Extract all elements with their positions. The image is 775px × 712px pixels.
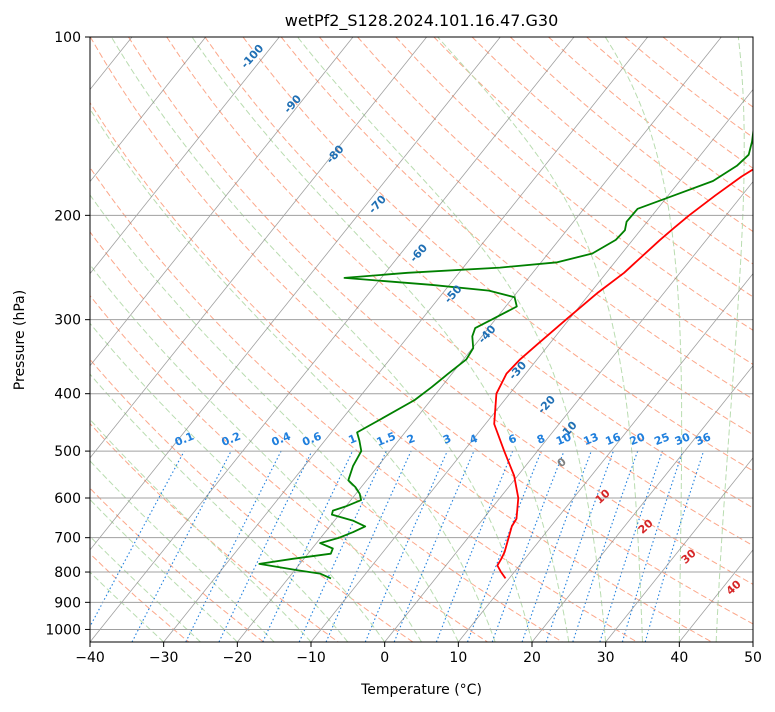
y-tick-label: 600	[54, 491, 81, 507]
mixing-ratio-line	[186, 451, 281, 642]
dry-adiabat-line	[0, 37, 488, 642]
mixing-ratio-label: 0.1	[173, 430, 196, 449]
mixing-ratio-line	[299, 451, 386, 642]
dry-adiabat-line	[0, 37, 264, 642]
x-tick-label: −10	[296, 650, 326, 666]
moist-adiabat-label: -90	[281, 92, 304, 116]
moist-adiabat-line	[0, 37, 421, 642]
mixing-ratio-line	[365, 451, 447, 642]
mixing-ratio-label: 16	[604, 430, 623, 448]
moist-adiabat-line	[0, 37, 201, 642]
y-tick-label: 500	[54, 444, 81, 460]
x-tick-label: 20	[523, 650, 541, 666]
y-tick-label: 900	[54, 595, 81, 611]
dry-adiabat-line	[358, 37, 775, 642]
moist-adiabat-line	[605, 37, 681, 642]
y-tick-label: 300	[54, 313, 81, 329]
dry-adiabat-line	[0, 37, 189, 642]
y-tick-label: 800	[54, 565, 81, 581]
temperature-profile-line	[494, 37, 775, 578]
x-tick-label: 40	[670, 650, 688, 666]
series-layer	[259, 37, 775, 578]
mixing-ratio-label: 6	[507, 432, 519, 447]
y-tick-label: 700	[54, 531, 81, 547]
x-tick-label: −30	[149, 650, 179, 666]
mixing-ratio-line	[645, 451, 703, 642]
plot-frame	[90, 37, 753, 642]
isotherm-line	[16, 37, 500, 642]
dry-adiabat-line	[472, 37, 775, 642]
mixing-ratio-label: 3	[441, 432, 453, 447]
dewpoint-profile-line	[259, 37, 775, 578]
chart-title: wetPf2_S128.2024.101.16.47.G30	[285, 11, 559, 31]
mixing-ratio-line	[573, 451, 638, 642]
isotherm-line	[458, 37, 775, 642]
x-axis-label: Temperature (°C)	[360, 682, 482, 698]
moist-adiabat-label: -30	[506, 359, 529, 383]
moist-adiabat-line	[111, 37, 532, 642]
isotherm-line	[0, 37, 427, 642]
moist-adiabat-line	[192, 37, 569, 642]
y-axis-label: Pressure (hPa)	[12, 290, 28, 390]
mixing-ratio-line	[326, 451, 411, 642]
moist-adiabat-label: -20	[535, 393, 558, 417]
isotherm-label: 0	[555, 455, 569, 470]
dry-adiabat-line	[396, 37, 775, 642]
isotherm-line	[753, 37, 775, 642]
moist-adiabat-label: -100	[238, 42, 266, 71]
x-tick-label: 30	[597, 650, 615, 666]
mixing-ratio-line	[263, 451, 353, 642]
dry-adiabat-line	[0, 37, 338, 642]
mixing-ratio-label: 25	[652, 430, 671, 448]
mixing-ratio-label: 13	[581, 430, 600, 448]
mixing-ratio-line	[219, 451, 312, 642]
isotherm-line	[385, 37, 775, 642]
y-tick-label: 100	[54, 30, 81, 46]
moist-adiabat-label: -70	[366, 192, 389, 216]
grid-layer	[0, 37, 775, 642]
mixing-ratio-line	[622, 451, 683, 642]
moist-adiabat-label: -80	[324, 142, 347, 166]
x-tick-label: 50	[744, 650, 762, 666]
isotherm-line	[0, 37, 353, 642]
dry-adiabat-line	[90, 37, 775, 642]
moist-adiabat-line	[0, 37, 458, 642]
isotherm-line	[532, 37, 775, 642]
x-tick-label: 10	[449, 650, 467, 666]
mixing-ratio-label: 8	[535, 432, 547, 447]
x-tick-label: −40	[75, 650, 105, 666]
isotherm-line	[0, 37, 58, 642]
moist-adiabat-line	[0, 37, 311, 642]
mixing-ratio-label: 0.2	[220, 430, 243, 449]
isotherm-line	[164, 37, 648, 642]
isotherm-line	[0, 37, 206, 642]
moist-adiabat-label: -60	[407, 241, 430, 265]
dry-adiabat-label: 40	[724, 577, 744, 597]
dry-adiabat-line	[319, 37, 775, 642]
moist-adiabat-line	[438, 37, 643, 642]
mixing-ratio-line	[522, 451, 591, 642]
y-tick-label: 400	[54, 387, 81, 403]
y-tick-label: 1000	[45, 622, 81, 638]
x-tick-label: 0	[380, 650, 389, 666]
dry-adiabat-line	[549, 37, 775, 642]
dry-adiabat-line	[243, 37, 775, 642]
dry-adiabat-label: 30	[679, 546, 699, 566]
moist-adiabat-line	[0, 37, 348, 642]
isotherm-line	[0, 37, 279, 642]
mixing-ratio-line	[600, 451, 663, 642]
moist-adiabat-line	[0, 37, 385, 642]
mixing-ratio-line	[468, 451, 542, 642]
mixing-ratio-label: 2	[405, 432, 417, 447]
dry-adiabat-label: 10	[593, 486, 613, 506]
mixing-ratio-label: 0.4	[270, 429, 293, 448]
moist-adiabat-line	[0, 37, 237, 642]
x-tick-label: −20	[223, 650, 253, 666]
mixing-ratio-label: 20	[628, 430, 647, 448]
y-tick-label: 200	[54, 208, 81, 224]
